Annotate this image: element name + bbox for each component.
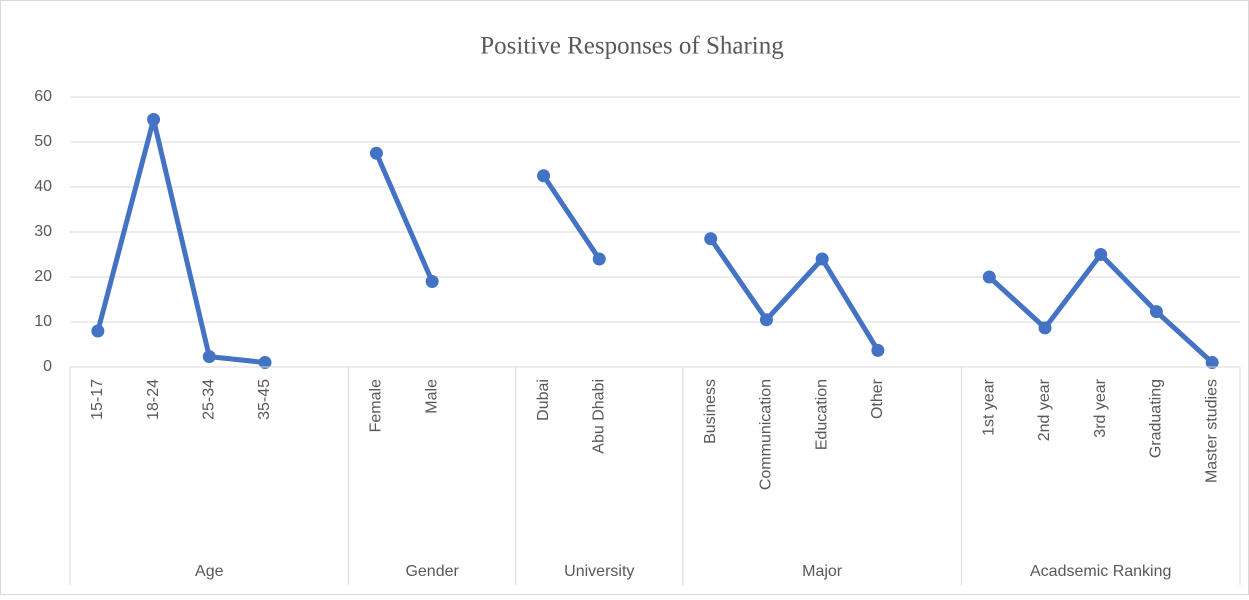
data-point xyxy=(815,252,829,266)
group-label: Acadsemic Ranking xyxy=(1030,563,1171,580)
y-tick-label: 0 xyxy=(43,358,52,375)
x-tick-label: Business xyxy=(702,379,719,444)
x-tick-label: 35-45 xyxy=(256,379,273,420)
data-point xyxy=(982,270,996,284)
x-tick-label: Master studies xyxy=(1203,379,1220,483)
data-point xyxy=(1094,248,1108,261)
y-tick-label: 10 xyxy=(34,313,52,330)
series-line xyxy=(708,237,880,352)
x-tick-label: 2nd year xyxy=(1036,378,1053,441)
x-tick-label: Graduating xyxy=(1148,379,1165,458)
series-line xyxy=(374,152,435,283)
data-point xyxy=(759,313,773,327)
data-point xyxy=(537,169,551,183)
y-tick-label: 30 xyxy=(34,223,52,240)
series-line xyxy=(541,174,602,261)
data-point xyxy=(91,324,105,338)
series-line xyxy=(95,117,266,365)
y-tick-label: 60 xyxy=(34,88,52,105)
y-tick-label: 20 xyxy=(34,268,52,285)
x-tick-label: Other xyxy=(869,378,886,419)
data-point xyxy=(369,146,383,160)
data-point xyxy=(202,350,216,364)
x-tick-label: 15-17 xyxy=(89,379,106,420)
data-point xyxy=(1205,356,1219,369)
x-tick-label: Abu Dhabi xyxy=(591,379,608,454)
x-tick-label: Communication xyxy=(758,379,775,490)
group-label: Gender xyxy=(405,563,459,580)
group-label: Major xyxy=(802,563,843,580)
x-tick-label: 1st year xyxy=(981,378,998,436)
y-tick-label: 50 xyxy=(34,133,52,150)
data-point xyxy=(147,113,161,126)
data-point xyxy=(1038,321,1052,335)
x-tick-label: Female xyxy=(368,379,385,432)
x-tick-label: 25-34 xyxy=(201,379,218,420)
x-tick-label: Education xyxy=(813,379,830,450)
data-point xyxy=(592,252,606,266)
data-point xyxy=(871,343,885,357)
data-point xyxy=(425,275,439,288)
x-tick-label: 18-24 xyxy=(145,379,162,420)
x-tick-label: Dubai xyxy=(535,379,552,421)
x-tick-label: Male xyxy=(423,379,440,414)
data-point xyxy=(1149,305,1163,319)
y-tick-label: 40 xyxy=(34,178,52,195)
x-tick-label: 3rd year xyxy=(1092,378,1109,437)
data-point xyxy=(258,356,272,369)
chart-title: Positive Responses of Sharing xyxy=(480,33,784,60)
data-point xyxy=(704,232,718,246)
group-label: University xyxy=(564,563,634,580)
group-label: Age xyxy=(195,563,224,580)
